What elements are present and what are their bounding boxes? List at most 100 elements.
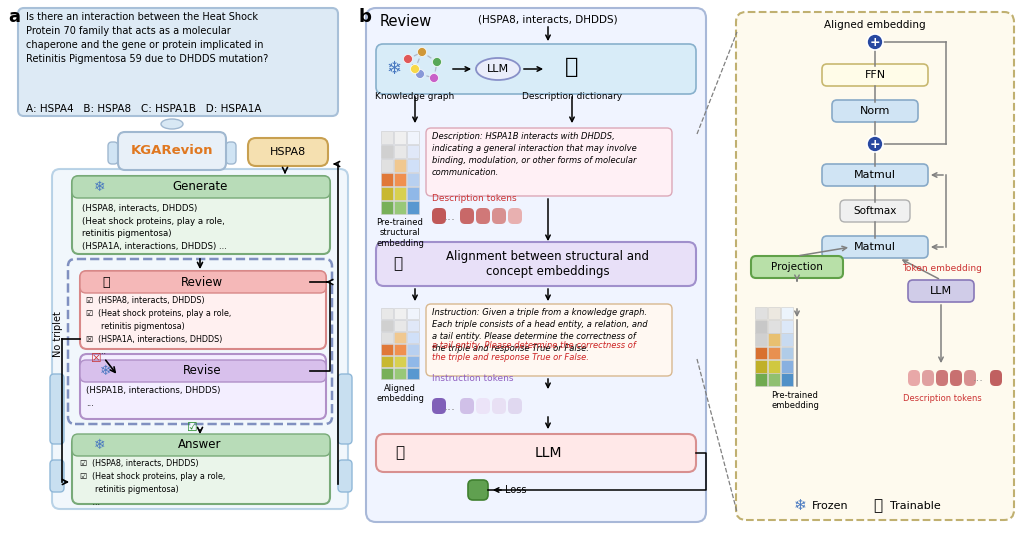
Text: 🔥: 🔥 bbox=[102, 276, 110, 288]
FancyBboxPatch shape bbox=[908, 280, 974, 302]
FancyBboxPatch shape bbox=[426, 304, 672, 376]
Bar bbox=[381, 200, 393, 214]
Text: Aligned embedding: Aligned embedding bbox=[824, 20, 926, 30]
Bar bbox=[407, 186, 419, 200]
Bar bbox=[768, 347, 780, 359]
FancyBboxPatch shape bbox=[248, 138, 328, 166]
Bar bbox=[394, 343, 406, 355]
Bar bbox=[755, 307, 767, 319]
FancyBboxPatch shape bbox=[118, 132, 226, 170]
Text: ☒: ☒ bbox=[91, 351, 101, 365]
FancyBboxPatch shape bbox=[72, 176, 330, 254]
Bar bbox=[381, 159, 393, 172]
FancyBboxPatch shape bbox=[840, 200, 910, 222]
FancyBboxPatch shape bbox=[964, 370, 976, 386]
Text: ...: ... bbox=[973, 373, 983, 383]
Text: Matmul: Matmul bbox=[854, 242, 896, 252]
Text: ❄: ❄ bbox=[94, 438, 105, 452]
Text: Norm: Norm bbox=[860, 106, 890, 116]
Bar bbox=[407, 356, 419, 367]
Text: Alignment between structural and
concept embeddings: Alignment between structural and concept… bbox=[446, 250, 649, 278]
FancyBboxPatch shape bbox=[822, 236, 928, 258]
Circle shape bbox=[867, 34, 883, 50]
FancyBboxPatch shape bbox=[432, 208, 446, 224]
FancyBboxPatch shape bbox=[460, 398, 474, 414]
Bar bbox=[407, 172, 419, 186]
FancyBboxPatch shape bbox=[476, 398, 490, 414]
FancyBboxPatch shape bbox=[426, 128, 672, 196]
FancyBboxPatch shape bbox=[508, 208, 522, 224]
Text: Knowledge graph: Knowledge graph bbox=[376, 92, 455, 101]
FancyBboxPatch shape bbox=[80, 360, 326, 382]
FancyBboxPatch shape bbox=[338, 460, 352, 492]
Bar bbox=[394, 145, 406, 158]
Bar bbox=[394, 308, 406, 319]
Text: b: b bbox=[358, 8, 371, 26]
Circle shape bbox=[867, 136, 883, 152]
Text: HSPA8: HSPA8 bbox=[270, 147, 306, 157]
Text: ...: ... bbox=[444, 399, 456, 412]
Text: Description tokens: Description tokens bbox=[902, 394, 981, 403]
Bar bbox=[381, 130, 393, 144]
FancyBboxPatch shape bbox=[72, 436, 330, 504]
Text: Loss: Loss bbox=[505, 485, 526, 495]
FancyBboxPatch shape bbox=[492, 398, 506, 414]
Bar bbox=[755, 333, 767, 346]
Text: Pre-trained
structural
embedding: Pre-trained structural embedding bbox=[376, 218, 424, 248]
Bar bbox=[381, 145, 393, 158]
FancyBboxPatch shape bbox=[72, 434, 330, 456]
Text: Generate: Generate bbox=[172, 180, 227, 193]
Text: Is there an interaction between the Heat Shock
Protein 70 family that acts as a : Is there an interaction between the Heat… bbox=[26, 12, 268, 64]
Bar bbox=[407, 332, 419, 343]
Text: 🔥: 🔥 bbox=[393, 256, 402, 271]
Circle shape bbox=[418, 48, 427, 57]
Text: (HSPA1B, interactions, DHDDS)
...: (HSPA1B, interactions, DHDDS) ... bbox=[86, 386, 220, 407]
FancyBboxPatch shape bbox=[831, 100, 918, 122]
Bar bbox=[381, 367, 393, 379]
Bar bbox=[381, 356, 393, 367]
Text: Frozen: Frozen bbox=[812, 501, 849, 511]
Bar bbox=[394, 159, 406, 172]
Bar bbox=[407, 159, 419, 172]
Text: Description: HSPA1B interacts with DHDDS,
indicating a general interaction that : Description: HSPA1B interacts with DHDDS… bbox=[432, 132, 637, 177]
Bar bbox=[407, 130, 419, 144]
Circle shape bbox=[432, 58, 441, 67]
FancyBboxPatch shape bbox=[338, 374, 352, 444]
Text: ☑  (HSPA8, interacts, DHDDS)
☑  (Heat shock proteins, play a role,
      retinit: ☑ (HSPA8, interacts, DHDDS) ☑ (Heat shoc… bbox=[80, 459, 225, 507]
Ellipse shape bbox=[476, 58, 520, 80]
Bar bbox=[768, 320, 780, 333]
Bar bbox=[755, 373, 767, 386]
Circle shape bbox=[429, 74, 438, 82]
Text: Instruction: Given a triple from a knowledge graph.
Each triple consists of a he: Instruction: Given a triple from a knowl… bbox=[432, 308, 647, 354]
Text: Answer: Answer bbox=[178, 438, 222, 452]
Text: +: + bbox=[869, 35, 881, 49]
Bar bbox=[755, 360, 767, 373]
Bar bbox=[381, 343, 393, 355]
Bar bbox=[768, 307, 780, 319]
Text: Instruction tokens: Instruction tokens bbox=[432, 374, 513, 383]
Text: (HSPA8, interacts, DHDDS): (HSPA8, interacts, DHDDS) bbox=[478, 14, 617, 24]
FancyBboxPatch shape bbox=[822, 64, 928, 86]
Text: Revise: Revise bbox=[182, 365, 221, 378]
Text: Softmax: Softmax bbox=[853, 206, 897, 216]
Text: Review: Review bbox=[181, 276, 223, 288]
Bar bbox=[381, 308, 393, 319]
Bar bbox=[781, 373, 793, 386]
FancyBboxPatch shape bbox=[476, 208, 490, 224]
FancyBboxPatch shape bbox=[922, 370, 934, 386]
Bar bbox=[394, 200, 406, 214]
FancyBboxPatch shape bbox=[432, 398, 446, 414]
FancyBboxPatch shape bbox=[376, 434, 696, 472]
Text: ❄: ❄ bbox=[794, 499, 806, 514]
Text: 📖: 📖 bbox=[565, 57, 579, 77]
Text: ☑  (HSPA8, interacts, DHDDS)
☑  (Heat shock proteins, play a role,
      retinit: ☑ (HSPA8, interacts, DHDDS) ☑ (Heat shoc… bbox=[86, 296, 231, 356]
Bar bbox=[768, 360, 780, 373]
Bar bbox=[781, 320, 793, 333]
Bar bbox=[781, 333, 793, 346]
Text: ❄: ❄ bbox=[386, 60, 401, 78]
Text: ❄: ❄ bbox=[94, 180, 105, 194]
FancyBboxPatch shape bbox=[80, 271, 326, 349]
Bar bbox=[394, 130, 406, 144]
Bar bbox=[394, 356, 406, 367]
FancyBboxPatch shape bbox=[366, 8, 706, 522]
